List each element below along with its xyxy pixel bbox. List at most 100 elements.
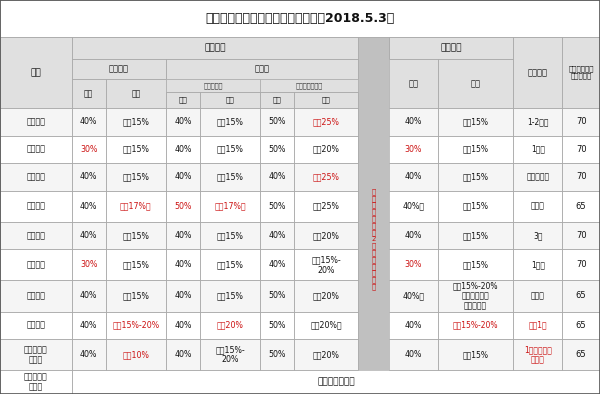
Text: 银行: 银行	[31, 68, 41, 77]
Bar	[513, 163, 562, 191]
Bar	[200, 136, 260, 163]
Text: 首付: 首付	[179, 97, 187, 103]
Bar	[438, 136, 513, 163]
Bar	[295, 249, 358, 281]
Bar	[389, 108, 438, 136]
Bar	[71, 136, 106, 163]
Bar	[71, 108, 106, 136]
Bar	[71, 59, 166, 79]
Bar	[438, 136, 513, 163]
Text: 40%: 40%	[404, 321, 422, 330]
Text: 50%: 50%	[269, 117, 286, 126]
Bar	[260, 281, 295, 312]
Bar	[438, 163, 513, 191]
Bar	[200, 92, 260, 108]
Bar	[166, 312, 200, 339]
Bar	[295, 312, 358, 339]
Bar	[106, 191, 166, 222]
Text: 40%起: 40%起	[402, 202, 424, 211]
Bar	[166, 222, 200, 249]
Bar	[295, 222, 358, 249]
Bar	[562, 108, 600, 136]
Bar	[106, 79, 166, 108]
Bar	[389, 249, 438, 281]
Bar	[200, 108, 260, 136]
Bar	[166, 281, 200, 312]
Bar	[389, 222, 438, 249]
Text: 40%: 40%	[80, 231, 97, 240]
Bar	[0, 370, 71, 394]
Text: 上浮15%: 上浮15%	[122, 117, 149, 126]
Text: 40%: 40%	[404, 231, 422, 240]
Bar	[106, 222, 166, 249]
Bar	[562, 163, 600, 191]
Bar	[71, 249, 106, 281]
Bar	[260, 339, 295, 370]
Bar	[0, 163, 71, 191]
Text: 上浮15%: 上浮15%	[217, 145, 244, 154]
Bar	[295, 191, 358, 222]
Bar	[389, 339, 438, 370]
Bar	[106, 108, 166, 136]
Text: 30%: 30%	[404, 260, 422, 269]
Text: 上浮10%: 上浮10%	[122, 350, 149, 359]
Bar	[389, 108, 438, 136]
Bar	[389, 163, 438, 191]
Bar	[106, 136, 166, 163]
Bar	[438, 59, 513, 108]
Text: 不确定: 不确定	[531, 292, 545, 301]
Bar	[438, 191, 513, 222]
Text: 上浮15%: 上浮15%	[463, 117, 488, 126]
Bar	[562, 281, 600, 312]
Text: 上浮15%: 上浮15%	[217, 231, 244, 240]
Text: 上浮15%: 上浮15%	[463, 260, 488, 269]
Text: 上浮15%-
20%: 上浮15%- 20%	[215, 345, 245, 364]
Bar	[0, 222, 71, 249]
Text: 上浮15%: 上浮15%	[217, 260, 244, 269]
Bar	[438, 339, 513, 370]
Bar	[260, 191, 295, 222]
Bar	[166, 108, 200, 136]
Bar	[71, 163, 106, 191]
Bar	[438, 222, 513, 249]
Bar	[438, 312, 513, 339]
Text: 1个月: 1个月	[531, 145, 545, 154]
Bar	[71, 339, 106, 370]
Text: 二套房: 二套房	[255, 64, 270, 73]
Text: 上浮20%: 上浮20%	[313, 231, 340, 240]
Bar	[562, 339, 600, 370]
Bar	[438, 108, 513, 136]
Text: 上浮15%: 上浮15%	[217, 292, 244, 301]
Text: 上浮15%: 上浮15%	[122, 172, 149, 181]
Bar	[71, 79, 106, 108]
Bar	[389, 191, 438, 222]
Text: 首付: 首付	[408, 79, 418, 88]
Bar	[389, 312, 438, 339]
Text: 利率: 利率	[131, 89, 140, 98]
Bar	[260, 136, 295, 163]
Bar	[0, 37, 71, 108]
Bar	[513, 108, 562, 136]
Text: 上浮25%: 上浮25%	[313, 172, 340, 181]
Bar	[562, 281, 600, 312]
Bar	[166, 191, 200, 222]
Bar	[200, 249, 260, 281]
Bar	[166, 222, 200, 249]
Bar	[513, 281, 562, 312]
Bar	[0, 136, 71, 163]
Bar	[106, 163, 166, 191]
Bar	[71, 108, 106, 136]
Bar	[71, 249, 106, 281]
Text: 上浮25%: 上浮25%	[313, 202, 340, 211]
Bar	[106, 249, 166, 281]
Text: 50%: 50%	[269, 202, 286, 211]
Text: 70: 70	[576, 145, 586, 154]
Text: 65: 65	[576, 350, 586, 359]
Bar	[513, 191, 562, 222]
Text: 建设银行: 建设银行	[26, 202, 46, 211]
Text: 40%: 40%	[175, 260, 192, 269]
Bar	[295, 108, 358, 136]
Text: 无锡农村商
业银行: 无锡农村商 业银行	[24, 345, 48, 364]
Bar	[562, 312, 600, 339]
Text: 上浮15%: 上浮15%	[122, 145, 149, 154]
